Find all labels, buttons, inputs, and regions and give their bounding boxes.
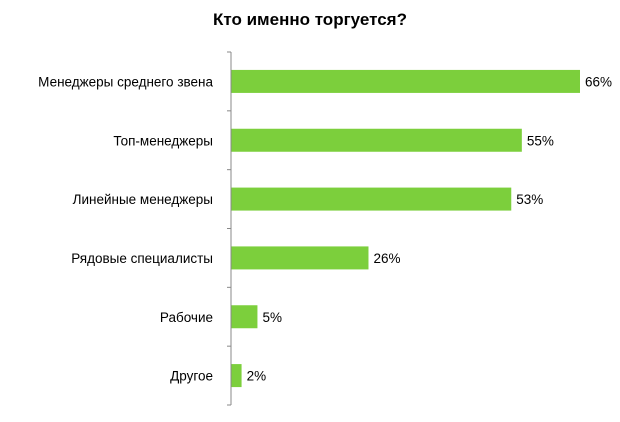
value-label-2: 55% xyxy=(527,133,554,148)
bar-2 xyxy=(231,128,522,152)
category-label-4: Рядовые специалисты xyxy=(71,251,213,266)
value-label-1: 66% xyxy=(585,74,612,89)
chart-title: Кто именно торгуется? xyxy=(213,10,407,29)
value-label-3: 53% xyxy=(516,192,543,207)
bar-6 xyxy=(231,364,242,388)
bar-3 xyxy=(231,187,512,211)
bar-1 xyxy=(231,69,580,93)
category-label-6: Другое xyxy=(170,369,213,384)
category-label-5: Рабочие xyxy=(160,310,213,325)
value-label-6: 2% xyxy=(247,369,267,384)
value-label-5: 5% xyxy=(262,310,282,325)
bar-5 xyxy=(231,305,258,329)
bar-4 xyxy=(231,246,369,270)
category-label-1: Менеджеры среднего звена xyxy=(38,74,213,89)
category-label-3: Линейные менеджеры xyxy=(73,192,213,207)
category-label-2: Топ-менеджеры xyxy=(113,133,213,148)
value-label-4: 26% xyxy=(373,251,400,266)
